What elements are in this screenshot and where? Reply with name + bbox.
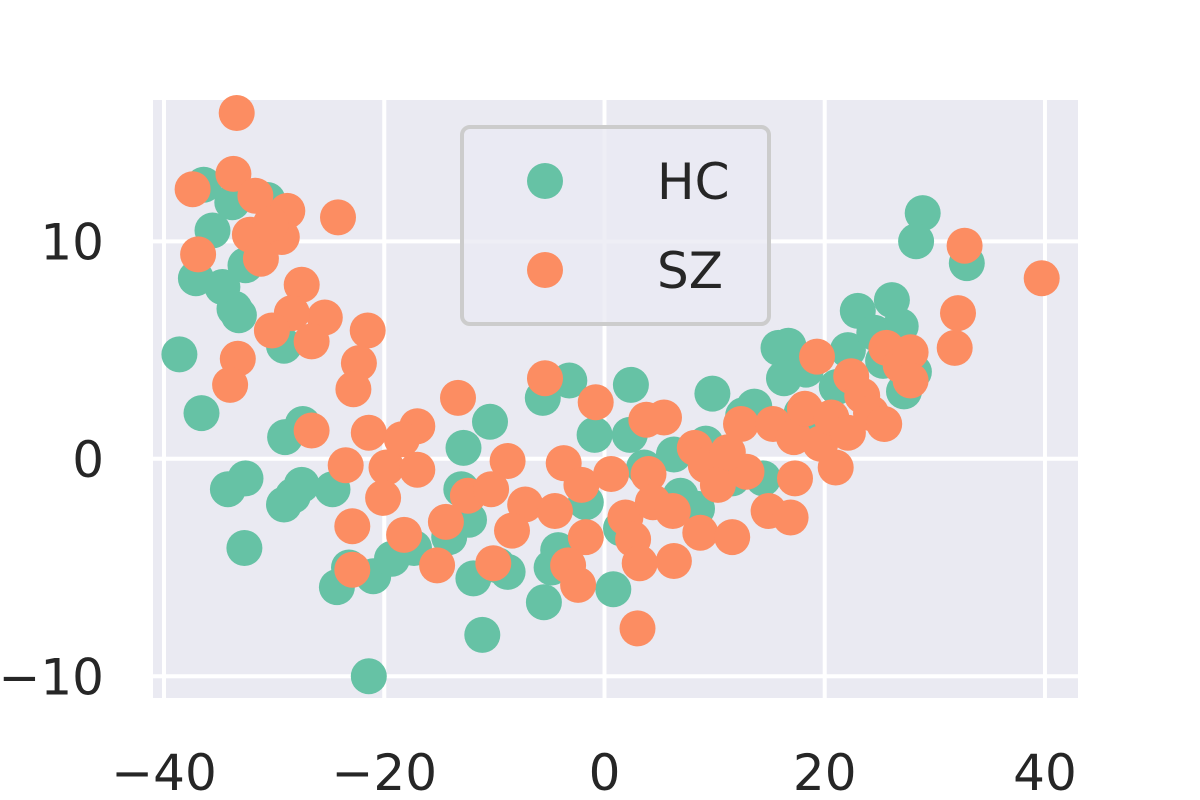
point-sz: [383, 421, 420, 458]
point-sz: [212, 366, 249, 403]
x-tick-label: −40: [111, 744, 217, 800]
point-sz: [654, 493, 691, 529]
point-sz: [619, 610, 656, 647]
point-sz: [350, 414, 387, 451]
point-sz: [293, 323, 330, 360]
point-hc: [525, 584, 562, 621]
point-sz: [866, 406, 903, 442]
point-hc: [220, 297, 257, 334]
y-tick-label: −10: [0, 648, 104, 706]
point-sz: [630, 456, 667, 492]
point-sz: [334, 508, 371, 545]
point-sz: [440, 379, 476, 416]
point-sz: [682, 514, 719, 551]
point-sz: [723, 406, 759, 442]
point-sz: [335, 371, 372, 408]
point-sz: [475, 545, 512, 582]
point-hc: [829, 332, 866, 369]
x-tick-label: 0: [589, 744, 621, 800]
point-hc: [595, 571, 632, 608]
point-sz: [327, 447, 364, 484]
point-hc: [226, 530, 263, 566]
point-sz: [399, 451, 436, 488]
point-hc: [694, 375, 731, 412]
point-sz: [946, 227, 983, 264]
point-sz: [215, 155, 252, 192]
point-sz: [419, 547, 456, 584]
point-hc: [209, 471, 246, 508]
point-sz: [714, 519, 751, 556]
point-hc: [612, 366, 649, 403]
x-tick-label: −20: [331, 744, 437, 800]
legend-marker-hc: [527, 163, 563, 199]
point-sz: [536, 493, 573, 529]
point-sz: [799, 338, 835, 375]
point-sz: [655, 543, 692, 579]
point-hc: [464, 616, 501, 653]
point-sz: [560, 566, 597, 603]
point-sz: [180, 236, 217, 273]
point-sz: [940, 295, 976, 332]
point-sz: [334, 551, 371, 588]
legend: HC SZ: [460, 125, 771, 326]
point-sz: [936, 329, 973, 366]
point-hc: [350, 658, 387, 695]
x-tick-label: 20: [793, 744, 857, 800]
point-sz: [237, 177, 274, 214]
point-sz: [699, 466, 736, 503]
legend-marker-sz: [527, 252, 563, 288]
point-hc: [183, 395, 220, 432]
y-tick-label: 10: [40, 213, 104, 271]
point-sz: [646, 399, 682, 436]
point-hc: [472, 403, 508, 440]
point-sz: [242, 240, 279, 277]
y-tick-label: 0: [72, 431, 104, 489]
point-sz: [473, 471, 510, 508]
point-sz: [252, 205, 289, 242]
point-sz: [527, 360, 563, 397]
point-sz: [892, 334, 929, 371]
point-hc: [904, 195, 941, 232]
point-sz: [577, 384, 614, 421]
point-sz: [563, 466, 600, 503]
point-sz: [368, 449, 405, 486]
point-sz: [365, 479, 402, 516]
point-sz: [427, 503, 464, 540]
point-sz: [621, 545, 658, 582]
point-sz: [174, 171, 211, 208]
legend-label-hc: HC: [657, 153, 730, 211]
point-sz: [709, 434, 746, 471]
point-sz: [593, 456, 630, 492]
tick-labels: −40 −20 0 20 40 −10 0 10: [0, 213, 1077, 800]
point-sz: [567, 519, 604, 556]
point-hc: [576, 416, 613, 453]
point-sz: [218, 95, 255, 131]
point-sz: [777, 460, 813, 497]
point-sz: [494, 512, 530, 549]
point-sz: [253, 312, 290, 349]
point-sz: [892, 362, 929, 399]
point-hc: [898, 223, 935, 260]
point-hc: [161, 336, 198, 373]
legend-label-sz: SZ: [657, 242, 723, 300]
x-tick-label: 40: [1013, 744, 1077, 800]
point-sz: [320, 199, 356, 236]
data-points: [161, 95, 1060, 695]
point-sz: [293, 412, 330, 449]
point-hc: [266, 486, 302, 523]
point-sz: [386, 516, 423, 553]
point-sz: [283, 266, 320, 303]
point-sz: [1023, 260, 1060, 297]
point-hc: [445, 429, 482, 466]
point-sz: [817, 449, 854, 486]
point-sz: [349, 312, 386, 349]
point-sz: [489, 443, 526, 479]
point-sz: [772, 499, 809, 536]
